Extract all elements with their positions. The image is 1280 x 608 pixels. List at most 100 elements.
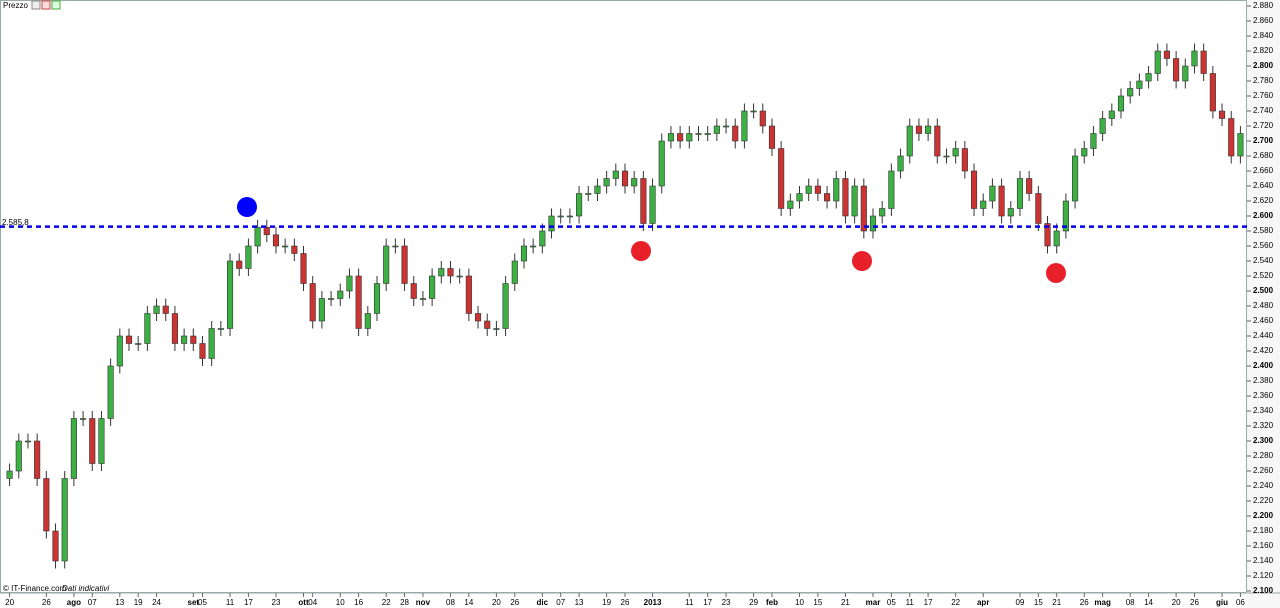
candle-body bbox=[1145, 73, 1152, 82]
candle-body bbox=[429, 275, 436, 299]
y-tick-label: 2.520 bbox=[1253, 271, 1274, 280]
x-tick-label: 26 bbox=[1190, 598, 1199, 607]
x-tick-label: 17 bbox=[924, 598, 933, 607]
x-tick-label: 14 bbox=[464, 598, 473, 607]
candle-body bbox=[677, 133, 684, 142]
y-tick-label: 2.340 bbox=[1253, 406, 1274, 415]
candle-body bbox=[943, 155, 950, 158]
candle-body bbox=[484, 320, 491, 329]
candle-body bbox=[144, 313, 151, 344]
candle-body bbox=[373, 283, 381, 314]
marker-high bbox=[237, 197, 257, 217]
candle-body bbox=[814, 185, 821, 194]
candle-body bbox=[1035, 193, 1042, 224]
x-tick-label: 09 bbox=[1016, 598, 1025, 607]
x-tick-label: mar bbox=[866, 598, 881, 607]
x-tick-label: 05 bbox=[198, 598, 207, 607]
candle-body bbox=[474, 313, 482, 322]
candle-body bbox=[181, 335, 188, 344]
candle-body bbox=[1016, 178, 1024, 209]
tool-icon[interactable] bbox=[41, 0, 51, 10]
x-tick-label: 16 bbox=[354, 598, 363, 607]
candle-body bbox=[695, 133, 702, 135]
candle-body bbox=[961, 148, 968, 172]
x-tick-label: 10 bbox=[795, 598, 804, 607]
candle-body bbox=[309, 283, 316, 322]
candle-body bbox=[925, 125, 932, 134]
candle-body bbox=[410, 283, 417, 299]
candle-body bbox=[851, 185, 858, 217]
candle-body bbox=[1127, 88, 1134, 97]
candle-body bbox=[970, 170, 978, 209]
candle-body bbox=[897, 155, 904, 172]
y-tick-label: 2.220 bbox=[1253, 496, 1274, 505]
y-tick-label: 2.880 bbox=[1253, 1, 1274, 10]
candle-body bbox=[1191, 50, 1198, 67]
candle-body bbox=[1090, 133, 1097, 149]
candle-body bbox=[1044, 223, 1051, 247]
candle-body bbox=[1081, 148, 1088, 157]
x-tick-label: 23 bbox=[272, 598, 281, 607]
candle-body bbox=[328, 298, 335, 300]
y-tick-label: 2.240 bbox=[1253, 481, 1274, 490]
candle-body bbox=[686, 133, 693, 142]
candle-body bbox=[1108, 110, 1115, 119]
candle-body bbox=[833, 178, 840, 202]
x-tick-label: set bbox=[188, 598, 200, 607]
candle-body bbox=[291, 245, 298, 254]
y-tick-label: 2.660 bbox=[1253, 166, 1274, 175]
y-tick-label: 2.800 bbox=[1253, 61, 1274, 70]
candle-body bbox=[998, 185, 1005, 217]
x-tick-label: mag bbox=[1094, 598, 1111, 607]
y-tick-label: 2.860 bbox=[1253, 16, 1274, 25]
y-tick-label: 2.420 bbox=[1253, 346, 1274, 355]
y-tick-label: 2.620 bbox=[1253, 196, 1274, 205]
x-tick-label: 07 bbox=[556, 598, 565, 607]
candle-body bbox=[236, 260, 243, 269]
x-tick-label: 13 bbox=[575, 598, 584, 607]
y-tick-label: 2.380 bbox=[1253, 376, 1274, 385]
x-tick-label: ago bbox=[67, 598, 81, 607]
x-tick-label: 21 bbox=[841, 598, 850, 607]
candle-body bbox=[796, 193, 803, 202]
y-tick-label: 2.740 bbox=[1253, 106, 1274, 115]
candle-body bbox=[842, 178, 849, 217]
tool-icon[interactable] bbox=[31, 0, 41, 10]
y-tick-label: 2.840 bbox=[1253, 31, 1274, 40]
candle-body bbox=[24, 440, 32, 443]
candle-body bbox=[438, 268, 445, 277]
candle-body bbox=[1062, 200, 1069, 232]
candle-body bbox=[125, 335, 133, 344]
x-tick-label: 15 bbox=[813, 598, 822, 607]
candle-body bbox=[989, 185, 996, 202]
x-tick-label: dic bbox=[537, 598, 549, 607]
candle-body bbox=[493, 328, 500, 330]
y-tick-label: 2.140 bbox=[1253, 556, 1274, 565]
x-tick-label: 20 bbox=[1172, 598, 1181, 607]
candle-body bbox=[980, 200, 987, 209]
candle-body bbox=[502, 283, 509, 329]
candle-body bbox=[1072, 155, 1079, 202]
candle-body bbox=[107, 365, 114, 419]
x-tick-label: apr bbox=[977, 598, 989, 607]
candle-body bbox=[759, 110, 766, 127]
candle-body bbox=[282, 245, 289, 248]
candle-body bbox=[879, 208, 886, 217]
y-tick-label: 2.200 bbox=[1253, 511, 1274, 520]
x-tick-label: 22 bbox=[951, 598, 960, 607]
candle-body bbox=[732, 125, 739, 142]
candle-body bbox=[520, 245, 528, 262]
candle-body bbox=[915, 125, 922, 134]
y-tick-label: 2.280 bbox=[1253, 451, 1274, 460]
candle-body bbox=[585, 193, 592, 195]
tool-icon[interactable] bbox=[51, 0, 61, 10]
y-tick-label: 2.320 bbox=[1253, 421, 1274, 430]
candle-body bbox=[272, 234, 280, 247]
candle-body bbox=[419, 298, 426, 300]
candle-body bbox=[667, 133, 674, 142]
candle-body bbox=[318, 298, 325, 322]
candle-body bbox=[456, 275, 463, 278]
y-tick-label: 2.160 bbox=[1253, 541, 1274, 550]
candle-body bbox=[539, 230, 546, 247]
